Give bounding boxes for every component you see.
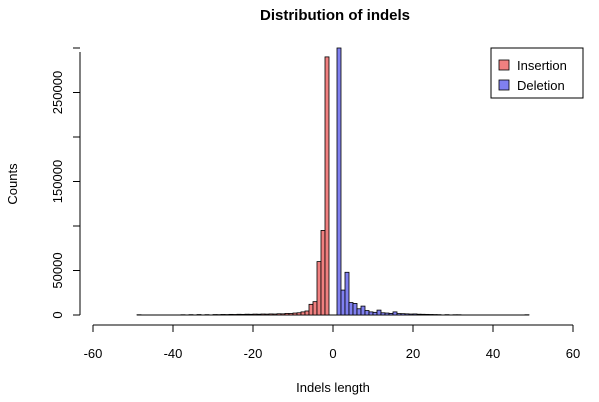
deletion-bar xyxy=(412,313,418,316)
deletion-bar xyxy=(420,313,426,316)
y-tick-label: 250000 xyxy=(50,71,65,114)
insertion-bar xyxy=(268,313,274,316)
legend-label-deletion: Deletion xyxy=(517,78,565,93)
insertion-bar xyxy=(308,303,314,316)
insertion-bar xyxy=(276,313,282,316)
deletion-bar xyxy=(416,313,422,316)
deletion-bar xyxy=(392,311,398,316)
insertion-bar xyxy=(316,261,322,316)
deletion-bar xyxy=(352,303,358,316)
deletion-bar xyxy=(344,271,350,316)
chart-title: Distribution of indels xyxy=(260,7,410,24)
deletion-bar xyxy=(348,302,354,316)
insertion-bar xyxy=(284,312,290,316)
insertion-bar xyxy=(248,313,254,316)
deletion-bar xyxy=(428,314,434,316)
x-tick-label: 0 xyxy=(329,346,336,361)
deletion-bar xyxy=(408,313,414,316)
insertion-bar xyxy=(228,313,234,316)
legend-swatch-insertion xyxy=(498,59,510,71)
deletion-bar xyxy=(360,305,366,316)
deletion-bar xyxy=(380,312,386,316)
insertion-bar xyxy=(256,313,262,316)
deletion-bar xyxy=(336,47,342,316)
deletion-bar xyxy=(372,311,378,316)
plot-area xyxy=(136,47,530,316)
legend-label-insertion: Insertion xyxy=(517,58,567,73)
insertion-bar xyxy=(324,56,330,316)
insertion-bar xyxy=(280,313,286,316)
insertion-bar xyxy=(220,314,226,316)
insertion-bar xyxy=(244,313,250,316)
deletion-bar xyxy=(404,313,410,316)
insertion-bar xyxy=(300,311,306,316)
deletion-bar xyxy=(396,313,402,316)
deletion-bar xyxy=(356,308,362,316)
x-tick-label: -40 xyxy=(164,346,183,361)
deletion-bar xyxy=(388,312,394,316)
y-tick-label: 150000 xyxy=(50,160,65,203)
insertion-bar xyxy=(264,313,270,316)
insertion-bar xyxy=(236,313,242,316)
x-tick-label: 60 xyxy=(566,346,580,361)
x-tick-label: -20 xyxy=(244,346,263,361)
insertion-bar xyxy=(260,313,266,316)
deletion-bar xyxy=(400,313,406,316)
deletion-bar xyxy=(368,311,374,316)
x-axis: -60 -40 -20 0 20 40 60 xyxy=(84,324,580,361)
deletion-bar xyxy=(384,312,390,316)
x-tick-label: -60 xyxy=(84,346,103,361)
series-deletion xyxy=(336,47,530,316)
insertion-bar xyxy=(320,230,326,316)
insertion-bar xyxy=(292,312,298,316)
deletion-bar xyxy=(376,309,382,316)
deletion-bar xyxy=(340,289,346,316)
insertion-bar xyxy=(272,313,278,316)
insertion-bar xyxy=(296,312,302,316)
y-tick-label: 50000 xyxy=(50,252,65,288)
x-tick-label: 40 xyxy=(486,346,500,361)
y-axis: 0 50000 150000 250000 xyxy=(50,47,81,319)
x-axis-label: Indels length xyxy=(296,380,370,395)
insertion-bar xyxy=(304,310,310,316)
insertion-bar xyxy=(232,314,238,316)
legend: Insertion Deletion xyxy=(490,47,584,99)
legend-swatch-deletion xyxy=(498,79,510,91)
insertion-bar xyxy=(240,313,246,316)
series-insertion xyxy=(136,56,330,316)
insertion-bar xyxy=(252,313,258,316)
insertion-bar xyxy=(312,301,318,316)
deletion-bar xyxy=(364,310,370,316)
deletion-bar xyxy=(424,313,430,316)
y-tick-label: 0 xyxy=(50,311,65,318)
insertion-bar xyxy=(288,313,294,316)
x-tick-label: 20 xyxy=(406,346,420,361)
y-axis-label: Counts xyxy=(5,163,20,205)
